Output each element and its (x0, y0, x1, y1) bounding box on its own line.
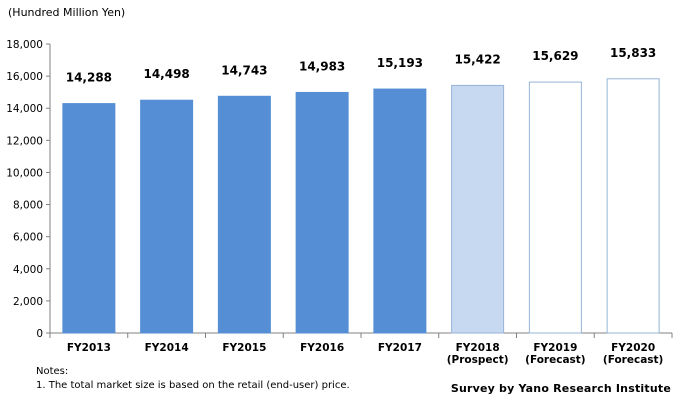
bar (528, 81, 582, 334)
source-credit: Survey by Yano Research Institute (450, 382, 671, 395)
data-label: 14,983 (299, 59, 345, 73)
notes-line-1: 1. The total market size is based on the… (36, 380, 350, 391)
y-axis-unit-label: (Hundred Million Yen) (8, 6, 126, 19)
x-tick-label: FY2017 (378, 342, 422, 354)
y-tick-label: 14,000 (6, 103, 43, 115)
data-label: 15,833 (610, 46, 656, 60)
data-label: 15,629 (532, 49, 578, 63)
bar (451, 84, 505, 334)
x-tick-sublabel: (Forecast) (603, 354, 663, 366)
x-tick-label: FY2014 (145, 342, 189, 354)
y-tick-label: 2,000 (13, 296, 43, 308)
data-label: 14,743 (221, 63, 267, 77)
x-tick-label: FY2019 (533, 342, 577, 354)
data-label: 15,422 (454, 52, 500, 66)
x-tick-label: FY2015 (222, 342, 266, 354)
y-tick-label: 12,000 (6, 135, 43, 147)
x-tick-sublabel: (Prospect) (447, 354, 509, 366)
bar (606, 78, 660, 334)
y-tick-label: 6,000 (13, 232, 43, 244)
y-tick-label: 4,000 (13, 264, 43, 276)
y-tick-label: 16,000 (6, 71, 43, 83)
notes: Notes: 1. The total market size is based… (36, 365, 350, 393)
y-tick-label: 10,000 (6, 167, 43, 179)
bar (140, 99, 194, 334)
bar (295, 91, 349, 334)
bar (217, 95, 271, 334)
data-label: 14,288 (66, 71, 112, 85)
x-tick-label: FY2020 (611, 342, 655, 354)
notes-heading: Notes: (36, 366, 69, 377)
data-label: 15,193 (377, 56, 423, 70)
y-tick-label: 0 (36, 328, 43, 340)
x-tick-label: FY2018 (456, 342, 500, 354)
y-tick-label: 8,000 (13, 200, 43, 212)
x-tick-label: FY2013 (67, 342, 111, 354)
y-tick-label: 18,000 (6, 39, 43, 51)
bar (62, 103, 116, 334)
x-tick-sublabel: (Forecast) (525, 354, 585, 366)
data-label: 14,498 (143, 67, 189, 81)
x-tick-label: FY2016 (300, 342, 344, 354)
bar (373, 88, 427, 334)
